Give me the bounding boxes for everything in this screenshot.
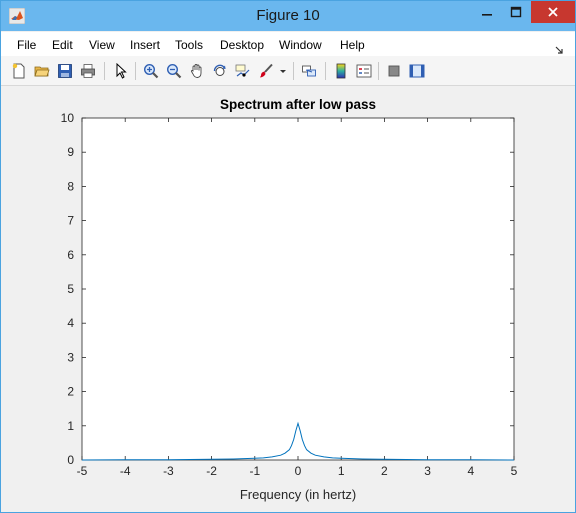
spectrum-series-line xyxy=(81,421,515,461)
toolbar-separator xyxy=(104,62,105,80)
toolbar-separator xyxy=(325,62,326,80)
save-icon[interactable] xyxy=(55,61,75,81)
plot-axes-box[interactable] xyxy=(81,117,515,461)
menu-view[interactable]: View xyxy=(89,38,115,52)
x-tick-label: -4 xyxy=(120,464,131,478)
colorbar-icon[interactable] xyxy=(331,61,351,81)
maximize-button[interactable] xyxy=(502,1,530,23)
menu-help[interactable]: Help xyxy=(340,38,365,52)
x-tick-label: -1 xyxy=(249,464,260,478)
y-tick-label: 6 xyxy=(67,248,74,262)
dock-arrow-icon[interactable] xyxy=(555,41,563,54)
y-tick-label: 5 xyxy=(67,282,74,296)
y-tick-label: 2 xyxy=(67,385,74,399)
figure-toolbar xyxy=(1,56,575,86)
y-tick-label: 8 xyxy=(67,179,74,193)
y-tick-label: 0 xyxy=(67,453,74,467)
menu-insert[interactable]: Insert xyxy=(130,38,161,52)
menu-window[interactable]: Window xyxy=(279,38,322,52)
toolbar-separator xyxy=(135,62,136,80)
window-title: Figure 10 xyxy=(256,7,320,24)
close-button[interactable] xyxy=(531,1,575,23)
x-tick-label: 5 xyxy=(511,464,518,478)
x-tick-label: -3 xyxy=(163,464,174,478)
x-tick-label: 2 xyxy=(381,464,388,478)
brush-icon[interactable] xyxy=(256,61,276,81)
y-tick-label: 7 xyxy=(67,214,74,228)
x-tick-label: -5 xyxy=(77,464,88,478)
menu-bar: File Edit View Insert Tools Desktop Wind… xyxy=(1,32,575,56)
x-axis-label: Frequency (in hertz) xyxy=(240,487,356,502)
link-plot-icon[interactable] xyxy=(299,61,319,81)
data-cursor-icon[interactable] xyxy=(233,61,253,81)
spectrum-chart[interactable]: Spectrum after low pass -5 -4 -3 -2 -1 0 1 2 3 4 5… xyxy=(0,86,574,511)
pan-hand-icon[interactable] xyxy=(187,61,207,81)
y-tick-label: 1 xyxy=(67,419,74,433)
show-plot-tools-icon[interactable] xyxy=(407,61,427,81)
x-tick-label: -2 xyxy=(206,464,217,478)
legend-icon[interactable] xyxy=(354,61,374,81)
new-figure-icon[interactable] xyxy=(9,61,29,81)
minimize-button[interactable] xyxy=(473,1,501,23)
matlab-logo-icon[interactable] xyxy=(8,7,26,25)
rotate-3d-icon[interactable] xyxy=(210,61,230,81)
y-tick-label: 10 xyxy=(61,111,75,125)
open-file-icon[interactable] xyxy=(32,61,52,81)
menu-tools[interactable]: Tools xyxy=(175,38,204,52)
menu-edit[interactable]: Edit xyxy=(52,38,73,52)
x-tick-label: 3 xyxy=(424,464,431,478)
print-icon[interactable] xyxy=(78,61,98,81)
toolbar-separator xyxy=(293,62,294,80)
chart-title: Spectrum after low pass xyxy=(220,97,376,112)
y-axis: 0 1 2 3 4 5 6 7 8 9 10 xyxy=(61,111,514,467)
x-tick-label: 1 xyxy=(338,464,345,478)
menu-desktop[interactable]: Desktop xyxy=(220,38,265,52)
x-tick-label: 4 xyxy=(467,464,474,478)
menu-file[interactable]: File xyxy=(17,38,37,52)
hide-plot-tools-icon[interactable] xyxy=(384,61,404,81)
pointer-icon[interactable] xyxy=(111,61,131,81)
zoom-in-icon[interactable] xyxy=(141,61,161,81)
brush-dropdown-icon[interactable] xyxy=(277,61,289,81)
title-bar[interactable]: Figure 10 xyxy=(1,1,575,31)
toolbar-separator xyxy=(378,62,379,80)
y-tick-label: 4 xyxy=(67,316,74,330)
y-tick-label: 9 xyxy=(67,145,74,159)
x-tick-label: 0 xyxy=(295,464,302,478)
y-tick-label: 3 xyxy=(67,350,74,364)
zoom-out-icon[interactable] xyxy=(164,61,184,81)
